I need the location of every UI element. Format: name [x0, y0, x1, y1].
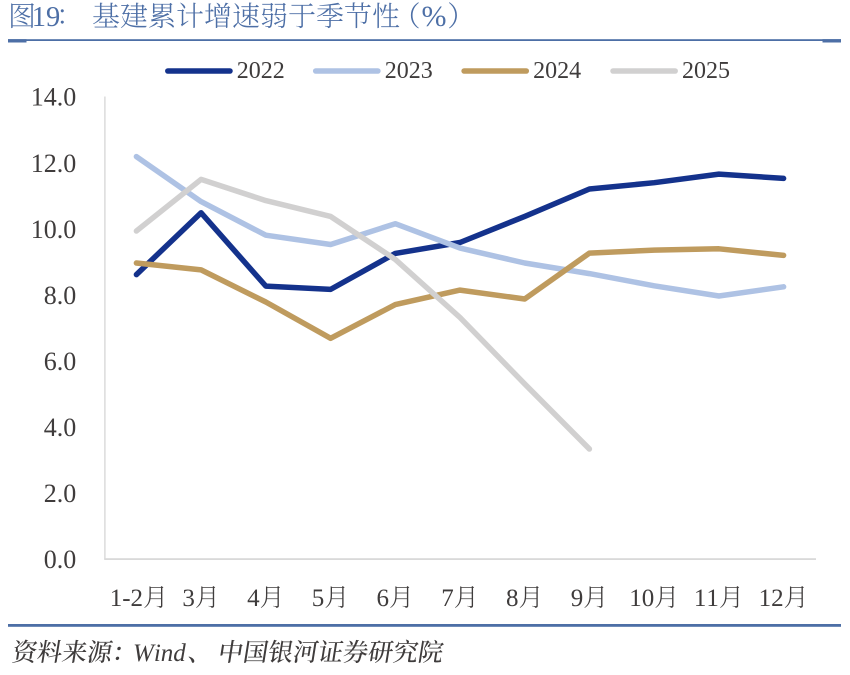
svg-text:3: 3 [182, 585, 195, 612]
svg-text:8: 8 [506, 585, 519, 612]
svg-text:2023: 2023 [385, 58, 433, 84]
svg-text:6.0: 6.0 [44, 347, 77, 376]
svg-text:4.0: 4.0 [44, 413, 77, 442]
svg-text:%: % [422, 0, 447, 33]
svg-text:12.0: 12.0 [31, 149, 77, 178]
svg-text:19: 19 [32, 2, 61, 33]
svg-text:2025: 2025 [682, 58, 730, 84]
svg-text:5: 5 [312, 585, 325, 612]
svg-text:2022: 2022 [237, 58, 285, 84]
svg-text:12: 12 [759, 585, 784, 612]
svg-text:8.0: 8.0 [44, 281, 77, 310]
svg-text:10.0: 10.0 [31, 215, 77, 244]
svg-text:10: 10 [629, 585, 654, 612]
svg-text:7: 7 [441, 585, 454, 612]
svg-text:11: 11 [694, 585, 719, 612]
svg-text:1-2: 1-2 [110, 585, 143, 612]
svg-text:Wind: Wind [133, 640, 186, 667]
svg-text:0.0: 0.0 [44, 545, 77, 574]
svg-text:2.0: 2.0 [44, 479, 77, 508]
svg-text:9: 9 [571, 585, 584, 612]
svg-text:4: 4 [247, 585, 260, 612]
svg-text:6: 6 [377, 585, 390, 612]
svg-text:2024: 2024 [533, 58, 581, 84]
svg-text:14.0: 14.0 [31, 83, 77, 112]
